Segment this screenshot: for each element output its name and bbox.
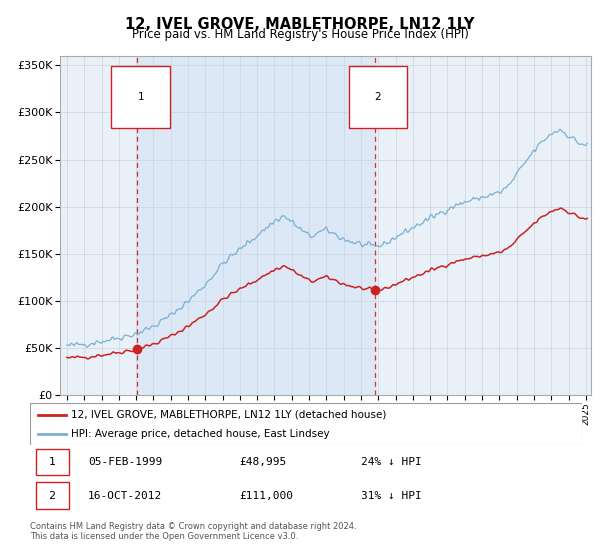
Text: £111,000: £111,000 <box>240 491 294 501</box>
Text: 12, IVEL GROVE, MABLETHORPE, LN12 1LY (detached house): 12, IVEL GROVE, MABLETHORPE, LN12 1LY (d… <box>71 409 387 419</box>
Text: 16-OCT-2012: 16-OCT-2012 <box>88 491 162 501</box>
Text: HPI: Average price, detached house, East Lindsey: HPI: Average price, detached house, East… <box>71 429 330 439</box>
Text: 24% ↓ HPI: 24% ↓ HPI <box>361 457 422 467</box>
Text: 2: 2 <box>374 92 381 102</box>
FancyBboxPatch shape <box>35 482 68 509</box>
FancyBboxPatch shape <box>35 449 68 475</box>
Text: Contains HM Land Registry data © Crown copyright and database right 2024.
This d: Contains HM Land Registry data © Crown c… <box>30 522 356 542</box>
Text: 31% ↓ HPI: 31% ↓ HPI <box>361 491 422 501</box>
Bar <box>137 56 374 395</box>
Text: £48,995: £48,995 <box>240 457 287 467</box>
Text: 1: 1 <box>49 457 56 467</box>
Text: 12, IVEL GROVE, MABLETHORPE, LN12 1LY: 12, IVEL GROVE, MABLETHORPE, LN12 1LY <box>125 17 475 32</box>
Text: 05-FEB-1999: 05-FEB-1999 <box>88 457 162 467</box>
Text: 1: 1 <box>137 92 144 102</box>
Text: 2: 2 <box>49 491 56 501</box>
Text: Price paid vs. HM Land Registry's House Price Index (HPI): Price paid vs. HM Land Registry's House … <box>131 28 469 41</box>
